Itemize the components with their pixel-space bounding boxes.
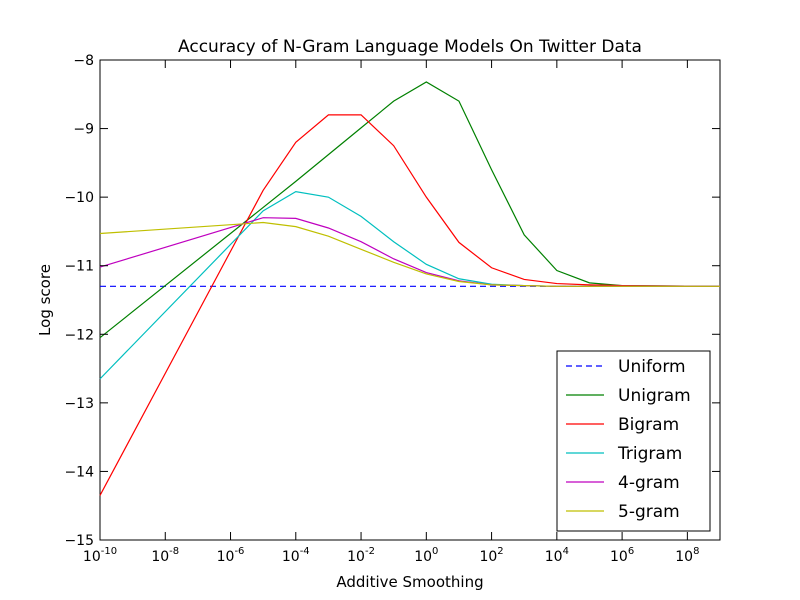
series-line-5-gram (99, 221, 720, 287)
y-tick-label: −11 (64, 259, 94, 275)
plot-area: −15 −14 −13 −12 −11 −10 −9 −8 10-10 10-8 10-6 10-4 1… (64, 53, 721, 565)
legend-label-5-gram: 5-gram (618, 502, 680, 522)
x-tick-label: 10-2 (347, 546, 375, 565)
legend-box (556, 350, 711, 532)
y-tick-label: −12 (64, 327, 94, 343)
series-line-bigram (99, 114, 721, 496)
y-tick-label: −8 (73, 53, 94, 69)
axis-ticks: −15 −14 −13 −12 −11 −10 −9 −8 10-10 10-8 10-6 10-4 1… (64, 53, 720, 565)
x-tick-label: 10-4 (282, 546, 310, 565)
y-tick-label: −9 (73, 122, 94, 138)
x-tick-label: 10-6 (217, 546, 245, 565)
plot-frame (99, 59, 721, 541)
legend-label-bigram: Bigram (618, 415, 679, 435)
y-axis-label: Log score (36, 264, 54, 336)
legend-label-unigram: Unigram (618, 386, 691, 406)
chart-title: Accuracy of N-Gram Language Models On Tw… (178, 37, 642, 57)
legend-label-trigram: Trigram (617, 444, 682, 464)
legend-label-uniform: Uniform (618, 357, 686, 377)
series-line-unigram (99, 81, 721, 339)
x-axis-label: Additive Smoothing (336, 573, 483, 591)
x-tick-label: 102 (479, 546, 503, 565)
x-tick-label: 10-10 (83, 546, 117, 565)
y-tick-label: −13 (64, 396, 94, 412)
x-tick-label: 10-8 (151, 546, 179, 565)
x-tick-label: 108 (675, 546, 699, 565)
y-tick-label: −14 (64, 464, 94, 480)
legend-label-4-gram: 4-gram (618, 473, 680, 493)
x-tick-label: 106 (610, 546, 634, 565)
x-tick-label: 104 (545, 546, 569, 565)
y-tick-label: −10 (64, 190, 94, 206)
y-tick-label: −15 (64, 533, 94, 549)
legend: Uniform Unigram Bigram Trigram 4-gram 5-gram (556, 350, 711, 532)
series-lines (99, 81, 721, 496)
x-tick-label: 100 (414, 546, 438, 565)
